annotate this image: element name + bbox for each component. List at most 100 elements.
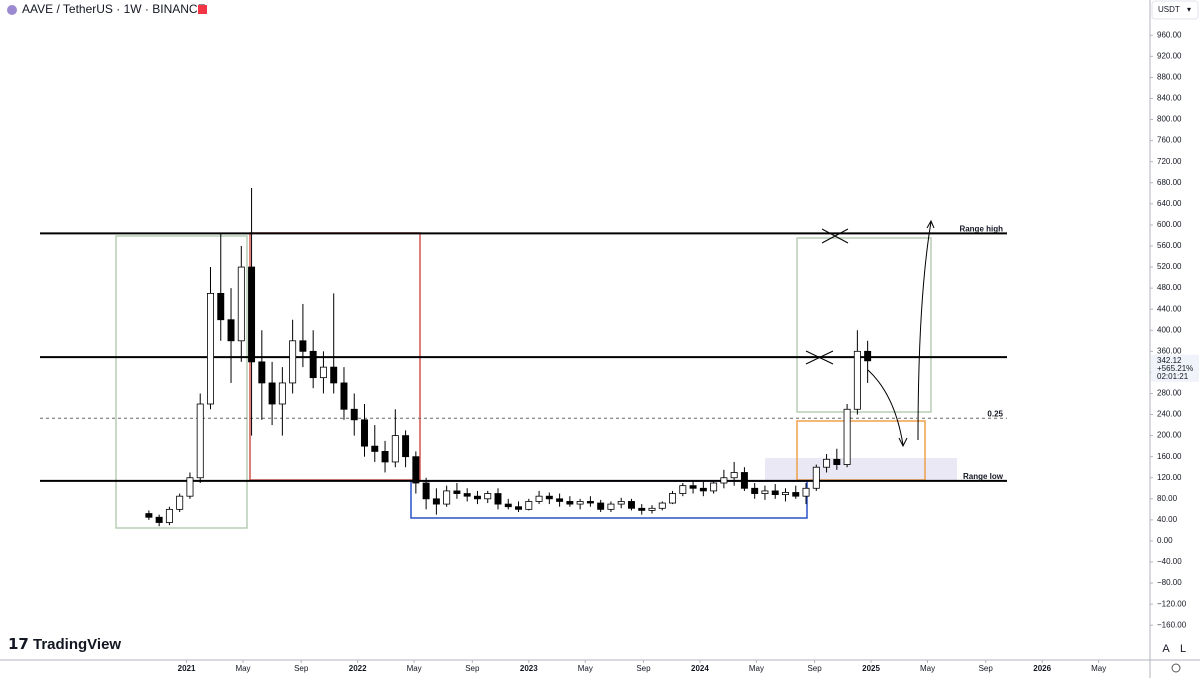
dropdown-caret: ▾ (1187, 5, 1191, 14)
y-tick-label: 880.00 (1157, 73, 1182, 82)
y-tick-label: −160.00 (1157, 620, 1187, 629)
zone (765, 458, 957, 480)
box (115, 235, 248, 529)
candle-body (391, 435, 399, 463)
y-tick-label: 720.00 (1157, 157, 1182, 166)
flag-icon[interactable] (198, 5, 207, 14)
candle-body (237, 266, 245, 342)
candle-body (545, 495, 553, 500)
cross (821, 228, 849, 244)
candle-body (833, 458, 841, 465)
candle-body (525, 501, 533, 510)
candle-body (361, 419, 368, 447)
y-tick-label: 240.00 (1157, 410, 1182, 419)
candle-body (176, 495, 184, 510)
candle-body (720, 477, 728, 484)
symbol-icon (7, 5, 17, 15)
candle-body (771, 490, 779, 496)
level-label: Range high (959, 224, 1003, 233)
candle-body (330, 366, 338, 384)
candle-body (792, 492, 800, 497)
candle-body (812, 466, 820, 489)
price-label-box (1151, 354, 1199, 382)
x-tick-label: Sep (294, 664, 309, 673)
candle-body (607, 503, 615, 510)
candle-body (699, 487, 707, 492)
x-tick-label: Sep (807, 664, 822, 673)
y-tick-label: 840.00 (1157, 94, 1182, 103)
last-price: 342.12 (1157, 356, 1182, 365)
level-label: Range low (963, 472, 1004, 481)
candle-body (165, 508, 173, 523)
candle-body (227, 319, 235, 342)
candle-body (402, 435, 410, 458)
candle-body (627, 501, 635, 509)
candle-body (268, 382, 276, 405)
candle-body (371, 445, 379, 452)
candle-body (864, 350, 872, 362)
candle-body (761, 490, 769, 494)
candle-body (648, 507, 656, 511)
y-tick-label: 280.00 (1157, 389, 1182, 398)
y-tick-label: −40.00 (1157, 557, 1182, 566)
y-tick-label: 960.00 (1157, 30, 1182, 39)
last-change: +565.21% (1157, 364, 1193, 373)
candle-body (823, 458, 831, 468)
y-tick-label: 160.00 (1157, 452, 1182, 461)
x-tick-label: Sep (979, 664, 994, 673)
settings-button[interactable] (1171, 663, 1181, 673)
candle-body (340, 382, 348, 410)
y-tick-label: 640.00 (1157, 199, 1182, 208)
level-label: 0.25 (987, 409, 1003, 418)
y-tick-label: 40.00 (1157, 515, 1178, 524)
candle-body (740, 472, 748, 489)
x-tick-label: Sep (636, 664, 651, 673)
x-tick-label: May (1091, 664, 1106, 673)
candle-body (710, 482, 718, 492)
y-tick-label: 400.00 (1157, 325, 1182, 334)
y-tick-label: −120.00 (1157, 599, 1187, 608)
y-tick-label: 360.00 (1157, 346, 1182, 355)
candle-body (145, 513, 153, 518)
x-tick-label: May (578, 664, 593, 673)
x-tick-label: May (235, 664, 250, 673)
candle-body (597, 502, 605, 510)
y-tick-label: 440.00 (1157, 304, 1182, 313)
y-tick-label: 480.00 (1157, 283, 1182, 292)
brand-name: TradingView (33, 636, 121, 653)
y-tick-label: 560.00 (1157, 241, 1182, 250)
candle-body (217, 292, 225, 321)
countdown: 02:01:21 (1157, 372, 1189, 381)
axis-button[interactable]: L (1180, 643, 1186, 655)
chart-title: AAVE / TetherUS · 1W · BINANCE (22, 2, 206, 16)
candle-body (299, 340, 307, 352)
candle-body (248, 266, 256, 363)
candle-body (853, 350, 861, 410)
candle-body (730, 472, 738, 479)
x-tick-label: May (920, 664, 935, 673)
candle-body (319, 366, 327, 379)
axis-button[interactable]: A (1162, 643, 1170, 655)
x-tick-label: 2021 (178, 664, 196, 673)
candle-body (535, 495, 543, 502)
y-tick-label: −80.00 (1157, 578, 1182, 587)
candle-body (207, 292, 214, 405)
y-tick-label: 760.00 (1157, 136, 1182, 145)
candle-body (350, 408, 358, 421)
candle-body (196, 403, 204, 479)
currency-label: USDT (1158, 5, 1180, 14)
x-tick-label: 2025 (862, 664, 880, 673)
y-tick-label: 200.00 (1157, 431, 1182, 440)
candle-body (155, 516, 163, 523)
x-tick-label: 2024 (691, 664, 709, 673)
currency-dropdown[interactable] (1151, 0, 1199, 20)
candle-body (566, 501, 574, 505)
candle-body (617, 501, 625, 505)
candle-body (412, 456, 420, 484)
candle-body (278, 382, 286, 405)
y-tick-label: 520.00 (1157, 262, 1182, 271)
candle-body (782, 492, 789, 496)
candle-body (638, 507, 646, 511)
arrow (867, 369, 908, 448)
